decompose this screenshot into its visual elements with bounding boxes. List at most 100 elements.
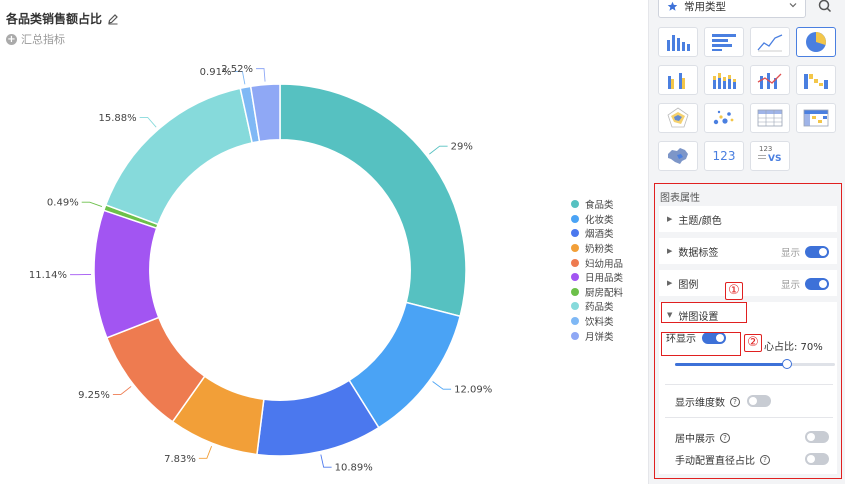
data-label-row[interactable]: ▶ 数据标签 显示 xyxy=(659,238,837,264)
donut-slice[interactable] xyxy=(104,87,254,226)
edit-icon[interactable] xyxy=(107,13,119,25)
show-dimension-count-toggle[interactable] xyxy=(747,395,771,407)
legend-item[interactable]: 食品类 xyxy=(571,197,623,212)
legend-swatch xyxy=(571,273,579,282)
legend-item[interactable]: 饮料类 xyxy=(571,314,623,329)
divider xyxy=(665,384,833,385)
ring-display-toggle[interactable] xyxy=(702,331,726,344)
legend-item[interactable]: 妇幼用品 xyxy=(571,255,623,270)
theme-color-row[interactable]: ▶ 主题/颜色 xyxy=(659,206,837,232)
pie-chart-type-button[interactable] xyxy=(796,27,836,57)
manual-radius-label: 手动配置直径占比 xyxy=(675,456,755,467)
center-display-toggle[interactable] xyxy=(805,431,829,443)
chart-legend: 食品类化妆类烟酒类奶粉类妇幼用品 日用品类厨房配料 药品类饮料类 月饼类 xyxy=(571,197,623,343)
chart-pane: 29% 12.09% 10.89% 7.83% 9.25% 11.14% 0.49% 15.8… xyxy=(6,12,624,474)
slice-leader-line xyxy=(429,145,448,155)
ring-display-row: 环显示 xyxy=(666,330,726,345)
search-icon[interactable] xyxy=(817,0,833,14)
legend-swatch xyxy=(571,229,579,238)
inner-ratio-slider-handle[interactable] xyxy=(782,359,792,369)
annotation-marker-2: ② xyxy=(744,334,762,352)
chart-type-select-value: 常用类型 xyxy=(684,0,726,13)
table-chart-type-button[interactable] xyxy=(750,103,790,133)
pie-settings-row[interactable]: ▼ 饼图设置 xyxy=(659,302,837,328)
slice-data-label: 9.25% xyxy=(78,390,110,401)
slice-data-label: 11.14% xyxy=(29,270,67,281)
legend-label: 饮料类 xyxy=(585,317,614,329)
legend-item[interactable]: 厨房配料 xyxy=(571,285,623,300)
pivot-table-chart-type-icon xyxy=(803,109,829,127)
donut-slice[interactable] xyxy=(249,83,281,143)
legend-item[interactable]: 药品类 xyxy=(571,299,623,314)
pie-chart-type-icon xyxy=(806,32,826,52)
kpi-chart-type-button[interactable]: 123 xyxy=(704,141,744,171)
legend-swatch xyxy=(571,317,579,326)
legend-item[interactable]: 月饼类 xyxy=(571,328,623,343)
grouped-bar-chart-type-icon xyxy=(668,73,685,89)
line-chart-type-icon xyxy=(757,34,783,52)
stacked-bar-chart-type-button[interactable] xyxy=(704,65,744,95)
data-label-toggle[interactable] xyxy=(805,246,829,258)
comparison-kpi-value: 123 xyxy=(759,145,773,153)
legend-label: 厨房配料 xyxy=(585,287,624,299)
inner-ratio-slider[interactable] xyxy=(675,359,835,369)
theme-color-label: 主题/颜色 xyxy=(678,215,722,227)
legend-item[interactable]: 奶粉类 xyxy=(571,241,623,256)
annotation-marker-1: ① xyxy=(725,282,743,300)
caret-right-icon: ▶ xyxy=(667,215,673,223)
legend-swatch xyxy=(571,287,579,296)
donut-chart: 29% 12.09% 10.89% 7.83% 9.25% 11.14% 0.49% 15.8… xyxy=(29,64,492,474)
chart-title: 各品类销售额占比 xyxy=(6,12,103,26)
scatter-chart-type-icon xyxy=(713,110,734,125)
bar-line-combo-chart-type-icon xyxy=(757,73,782,89)
map-chart-type-button[interactable] xyxy=(658,141,698,171)
donut-slice[interactable] xyxy=(93,209,160,339)
line-chart-type-button[interactable] xyxy=(750,27,790,57)
bar-line-combo-chart-type-button[interactable] xyxy=(750,65,790,95)
summary-metric-toggle[interactable]: + 汇总指标 xyxy=(6,31,65,47)
legend-swatch xyxy=(571,331,579,340)
slice-data-label: 0.49% xyxy=(47,198,79,209)
grouped-bar-chart-type-button[interactable] xyxy=(658,65,698,95)
slice-data-label: 7.83% xyxy=(164,454,196,465)
center-display-label: 居中展示 xyxy=(675,434,715,445)
legend-label: 化妆类 xyxy=(585,214,614,226)
legend-item[interactable]: 日用品类 xyxy=(571,270,623,285)
legend-row[interactable]: ▶ 图例 显示 xyxy=(659,270,837,296)
chart-settings-sidebar: 常用类型 xyxy=(648,0,845,484)
legend-label: 食品类 xyxy=(585,200,614,212)
comparison-kpi-chart-type-button[interactable]: 123 VS xyxy=(750,141,790,171)
comparison-kpi-chart-type-icon: 123 VS xyxy=(755,145,785,167)
bar-chart-type-button[interactable] xyxy=(658,27,698,57)
legend-label: 烟酒类 xyxy=(585,229,614,241)
manual-radius-toggle[interactable] xyxy=(805,453,829,465)
legend-label: 奶粉类 xyxy=(585,244,614,256)
ring-display-label: 环显示 xyxy=(666,334,696,345)
legend-item[interactable]: 化妆类 xyxy=(571,212,623,227)
waterfall-chart-type-button[interactable] xyxy=(796,65,836,95)
help-icon[interactable]: ? xyxy=(730,396,740,407)
legend-toggle[interactable] xyxy=(805,278,829,290)
summary-metric-label: 汇总指标 xyxy=(21,33,65,46)
scatter-chart-type-button[interactable] xyxy=(704,103,744,133)
show-dimension-count-label: 显示维度数 xyxy=(675,398,725,409)
slice-leader-line xyxy=(256,68,266,82)
help-icon[interactable]: ? xyxy=(720,432,730,443)
inner-ratio-label: 心占比: 70% xyxy=(764,342,823,353)
legend-swatch xyxy=(571,200,579,209)
help-icon[interactable]: ? xyxy=(760,454,770,465)
chart-type-select[interactable]: 常用类型 xyxy=(658,0,806,18)
horizontal-bar-chart-type-button[interactable] xyxy=(704,27,744,57)
radar-chart-type-button[interactable] xyxy=(658,103,698,133)
legend-show-text: 显示 xyxy=(780,280,800,291)
slice-leader-line xyxy=(234,71,246,85)
plus-circle-icon: + xyxy=(6,33,17,45)
pivot-table-chart-type-button[interactable] xyxy=(796,103,836,133)
pie-settings-label: 饼图设置 xyxy=(678,311,719,323)
donut-slice[interactable] xyxy=(279,83,467,318)
legend-label: 妇幼用品 xyxy=(585,258,624,270)
center-display-row: 居中展示 ? xyxy=(675,430,730,445)
legend-item[interactable]: 烟酒类 xyxy=(571,226,623,241)
map-chart-type-icon xyxy=(668,148,688,164)
radar-chart-type-icon xyxy=(667,107,689,128)
